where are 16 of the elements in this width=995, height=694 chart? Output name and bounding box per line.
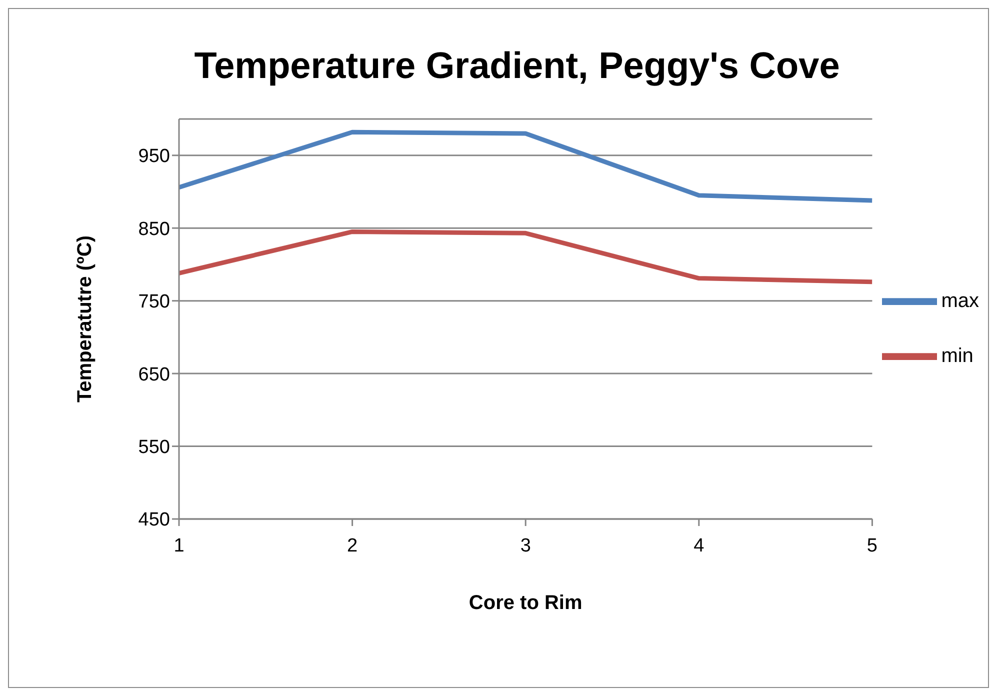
y-tick-label: 950 (138, 146, 170, 168)
x-axis-title: Core to Rim (468, 592, 582, 614)
y-tick-label: 750 (138, 292, 170, 313)
y-tick-label: 450 (138, 510, 170, 531)
x-tick-label: 3 (520, 535, 531, 556)
x-tick-label: 1 (174, 535, 184, 556)
x-tick-label: 4 (694, 535, 705, 556)
legend-label: max (941, 290, 979, 312)
chart-title: Temperature Gradient, Peggy's Cove (193, 45, 841, 87)
x-tick-label: 5 (866, 535, 878, 556)
legend-label: min (941, 344, 974, 367)
y-tick-label: 550 (138, 437, 170, 458)
x-tick-label: 2 (347, 535, 358, 556)
y-axis-title: Temperatutre (ºC) (74, 236, 96, 402)
y-tick-label: 650 (138, 364, 170, 386)
y-tick-label: 850 (138, 218, 170, 240)
